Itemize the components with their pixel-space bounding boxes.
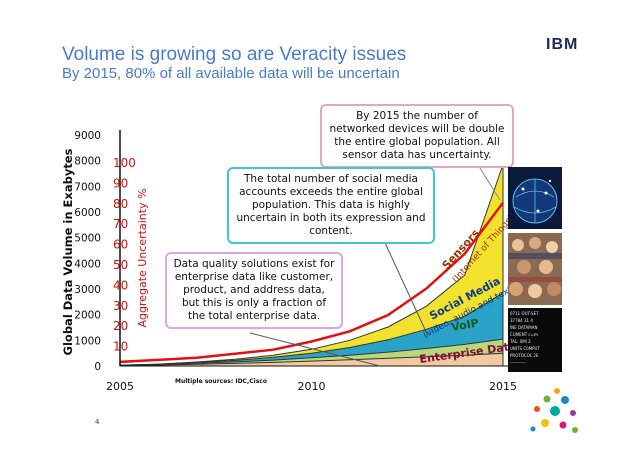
svg-text:0711 OUT-SET: 0711 OUT-SET xyxy=(510,311,539,316)
y2-axis-label: Aggregate Uncertainty % xyxy=(136,188,149,327)
svg-text:PROTOCOL 2E: PROTOCOL 2E xyxy=(510,353,539,358)
y2-tick-label: 20 xyxy=(113,319,128,333)
callout-enterprise: Data quality solutions exist for enterpr… xyxy=(165,252,343,329)
page-number: 4 xyxy=(95,418,100,426)
slide-subtitle: By 2015, 80% of all available data will … xyxy=(62,65,400,82)
y2-tick-label: 100 xyxy=(113,156,136,170)
y-tick-label: 5000 xyxy=(74,233,101,245)
y2-tick-label: 90 xyxy=(113,176,128,190)
y-tick-label: 8000 xyxy=(74,156,101,168)
series-label-voip: VoIP xyxy=(450,316,479,334)
y2-tick-label: 60 xyxy=(113,238,128,252)
y-tick-label: 6000 xyxy=(74,207,101,219)
callout-social-media: The total number of social media account… xyxy=(227,167,435,244)
x-tick-label: 2005 xyxy=(106,380,134,393)
svg-text:CUMENT c=m: CUMENT c=m xyxy=(510,332,538,337)
uncertainty-line xyxy=(119,202,504,364)
y-axis-label: Global Data Volume in Exabytes xyxy=(61,148,75,355)
x-tick-label: 2015 xyxy=(489,380,517,393)
svg-text:INE DATAMAN: INE DATAMAN xyxy=(510,325,537,330)
y-tick-label: 7000 xyxy=(74,181,101,193)
crowd-photo xyxy=(508,233,562,305)
y-tick-label: 1000 xyxy=(74,335,101,347)
callout-pointer-enterprise xyxy=(249,332,381,367)
svg-text:UNITS C0MPUT: UNITS C0MPUT xyxy=(510,346,540,351)
y2-tick-label: 40 xyxy=(113,278,128,292)
y2-tick-label: 30 xyxy=(113,299,128,313)
source-note: Multiple sources: IDC,Cisco xyxy=(175,378,267,385)
callout-pointer-social-media xyxy=(379,231,429,337)
svg-text:-----------: ----------- xyxy=(510,360,526,365)
globe-network-photo xyxy=(508,167,562,229)
y2-tick-label: 10 xyxy=(113,340,128,354)
x-tick-label: 2010 xyxy=(298,380,326,393)
y2-tick-label: 70 xyxy=(113,217,128,231)
y-tick-label: 2000 xyxy=(74,310,101,322)
y-tick-label: 4000 xyxy=(74,258,101,270)
y2-tick-label: 80 xyxy=(113,197,128,211)
y2-tick-label: 50 xyxy=(113,258,128,272)
callout-sensors: By 2015 the number of networked devices … xyxy=(320,104,514,168)
y-tick-label: 3000 xyxy=(74,284,101,296)
ibm-logo: IBM xyxy=(546,36,579,53)
slide-title: Volume is growing so are Veracity issues xyxy=(62,44,407,65)
y-tick-label: 0 xyxy=(94,361,101,373)
svg-text:37784 31 4: 37784 31 4 xyxy=(510,318,533,323)
y-tick-label: 9000 xyxy=(74,130,101,142)
data-text-photo: 0711 OUT-SET 37784 31 4 INE DATAMAN CUME… xyxy=(508,308,562,372)
decorative-dots-graphic xyxy=(530,388,578,433)
svg-text:TAL: 0MI 2: TAL: 0MI 2 xyxy=(509,339,531,344)
